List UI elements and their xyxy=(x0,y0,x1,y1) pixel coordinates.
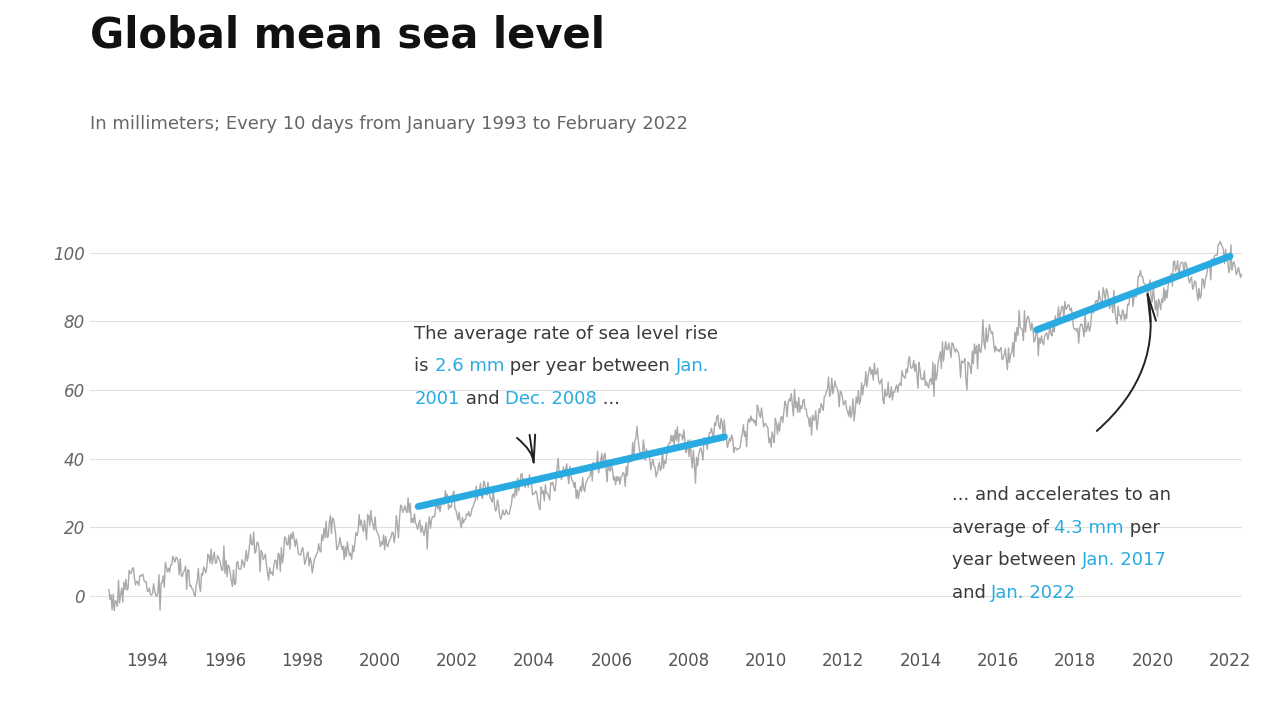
Text: In millimeters; Every 10 days from January 1993 to February 2022: In millimeters; Every 10 days from Janua… xyxy=(90,115,687,133)
Text: Global mean sea level: Global mean sea level xyxy=(90,14,604,56)
Text: 2001: 2001 xyxy=(415,390,460,408)
Text: average of: average of xyxy=(951,518,1055,536)
Text: ... and accelerates to an: ... and accelerates to an xyxy=(951,486,1171,504)
Text: is: is xyxy=(415,357,435,375)
Text: year between: year between xyxy=(951,551,1082,569)
Text: and: and xyxy=(460,390,506,408)
Text: Jan. 2022: Jan. 2022 xyxy=(991,584,1076,602)
Text: The average rate of sea level rise: The average rate of sea level rise xyxy=(415,325,718,343)
Text: Jan. 2017: Jan. 2017 xyxy=(1082,551,1166,569)
Text: per: per xyxy=(1124,518,1160,536)
Text: per year between: per year between xyxy=(504,357,676,375)
Text: Dec. 2008: Dec. 2008 xyxy=(506,390,596,408)
Text: Jan.: Jan. xyxy=(676,357,709,375)
Text: 4.3 mm: 4.3 mm xyxy=(1055,518,1124,536)
Text: 2.6 mm: 2.6 mm xyxy=(435,357,504,375)
Text: and: and xyxy=(951,584,991,602)
Text: ...: ... xyxy=(596,390,620,408)
